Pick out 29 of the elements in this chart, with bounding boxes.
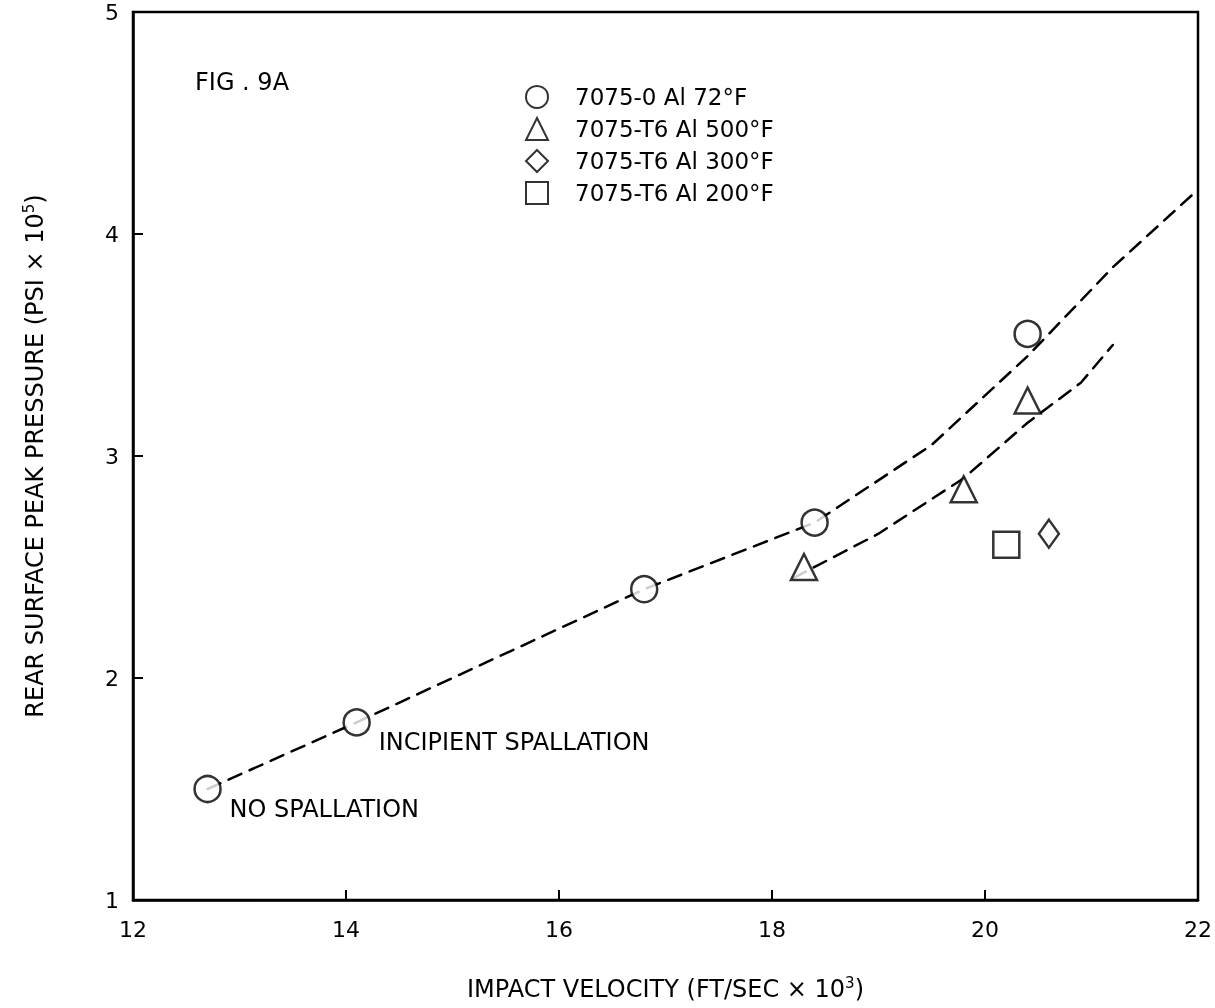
x-tick-label: 18 [758, 916, 786, 942]
legend-label: 7075-T6 Al 300°F [575, 148, 774, 174]
y-tick-label: 3 [105, 443, 119, 469]
y-axis-title: REAR SURFACE PEAK PRESSURE (PSI × 105) [19, 194, 49, 718]
annotation: INCIPIENT SPALLATION [378, 728, 650, 757]
point [342, 708, 371, 737]
annotation: FIG . 9A [195, 68, 290, 96]
point [1013, 386, 1042, 415]
point [992, 530, 1021, 560]
x-tick-label: 16 [545, 916, 573, 942]
y-tick-label: 5 [105, 0, 119, 25]
y-tick-label: 4 [105, 221, 119, 247]
x-tick-label: 22 [1184, 916, 1212, 942]
x-tick-label: 20 [971, 916, 999, 942]
point [1013, 319, 1042, 349]
legend-label: 7075-0 Al 72°F [575, 84, 748, 110]
point [193, 774, 222, 804]
x-tick-label: 12 [119, 916, 147, 942]
annotation: NO SPALLATION [229, 795, 420, 823]
x-tick-label: 14 [332, 916, 360, 942]
point [789, 552, 819, 582]
y-tick-label: 1 [105, 887, 119, 913]
legend-label: 7075-T6 Al 500°F [575, 116, 774, 142]
point [1037, 518, 1061, 549]
point [800, 508, 829, 537]
point [949, 475, 978, 504]
legend-label: 7075-T6 Al 200°F [575, 180, 774, 206]
y-tick-label: 2 [105, 665, 119, 691]
point [629, 574, 659, 604]
